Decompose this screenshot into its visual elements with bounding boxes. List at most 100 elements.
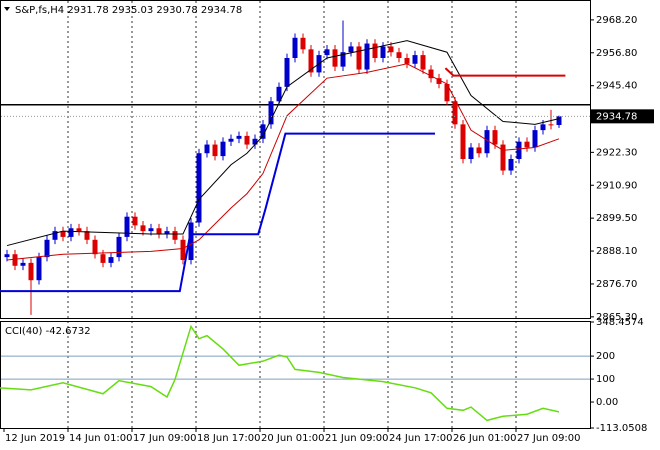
y-tick-label: 100 (596, 374, 615, 385)
candle-body (12, 254, 18, 266)
candle-body (156, 228, 162, 235)
cci-panel-frame (0, 321, 591, 429)
indicator-line (6, 40, 560, 247)
candle-body (428, 69, 434, 79)
candle-body (468, 147, 474, 159)
candle-body (484, 130, 490, 154)
candle-body (244, 135, 250, 145)
y-tick-label: 200 (596, 351, 615, 362)
candle-body (116, 236, 122, 258)
y-tick-label: 2956.80 (596, 48, 637, 59)
candle-body (252, 138, 258, 145)
indicator-line (0, 132, 435, 293)
current-price-box (590, 109, 654, 124)
candle-body (300, 37, 306, 50)
y-tick-label: 2876.70 (596, 279, 637, 290)
candle-body (372, 43, 378, 58)
y-tick-label: 2899.50 (596, 213, 637, 224)
candle-body (108, 257, 114, 263)
candle-body (196, 153, 202, 223)
candle-body (172, 231, 178, 240)
candle-body (220, 141, 226, 157)
candle-body (364, 43, 370, 70)
candle-body (388, 46, 394, 53)
candle-body (460, 124, 466, 159)
candle-body (228, 138, 234, 142)
time-label: 12 Jun 2019 (5, 433, 65, 444)
candle-body (332, 49, 338, 67)
indicator-line (6, 63, 560, 261)
candle-body (268, 101, 274, 125)
candle-body (404, 57, 410, 64)
candle-body (284, 57, 290, 87)
time-label: 27 Jun 09:00 (517, 433, 581, 444)
candle-body (532, 130, 538, 148)
time-label: 17 Jun 09:00 (133, 433, 197, 444)
chart-title: S&P,fs,H4 2931.78 2935.03 2930.78 2934.7… (15, 5, 242, 16)
y-tick-label: 2922.30 (596, 147, 637, 158)
candle-body (292, 37, 298, 58)
candle-body (340, 52, 346, 67)
candle-body (44, 239, 50, 258)
candle-body (52, 231, 58, 240)
candle-body (212, 144, 218, 157)
candle-body (60, 231, 66, 237)
time-label: 21 Jun 09:00 (325, 433, 389, 444)
candle-body (556, 116, 562, 125)
main-panel-frame (0, 0, 591, 319)
time-label: 18 Jun 17:00 (197, 433, 261, 444)
candle-body (260, 124, 266, 139)
y-tick-label: 2865.30 (596, 312, 637, 323)
candle-body (516, 141, 522, 159)
y-tick-label: 2945.40 (596, 81, 637, 92)
y-tick-label: 2968.20 (596, 15, 637, 26)
current-price-label: 2934.78 (596, 111, 637, 122)
time-label: 24 Jun 17:00 (389, 433, 453, 444)
candle-body (84, 231, 90, 240)
candle-body (124, 216, 130, 237)
candle-body (36, 257, 42, 281)
time-label: 26 Jun 01:00 (453, 433, 517, 444)
candle-body (188, 222, 194, 260)
candle-body (444, 83, 450, 102)
cci-title: CCI(40) -42.6732 (5, 326, 91, 337)
candle-body (524, 141, 530, 148)
menu-triangle[interactable] (4, 7, 10, 11)
candle-body (180, 239, 186, 260)
cci-line (0, 324, 560, 422)
candle-body (452, 101, 458, 125)
candle-body (204, 144, 210, 154)
candle-body (140, 225, 146, 232)
candle-body (76, 228, 82, 232)
candle-body (492, 130, 498, 145)
y-tick-label: 2910.90 (596, 180, 637, 191)
candle-body (4, 254, 10, 258)
candle-body (500, 144, 506, 171)
candle-body (132, 216, 138, 226)
candle-body (236, 135, 242, 139)
candle-body (356, 46, 362, 70)
candle-body (68, 228, 74, 237)
candle-body (308, 49, 314, 73)
candle-body (28, 262, 34, 281)
candle-body (164, 231, 170, 235)
candle-body (412, 55, 418, 64)
y-tick-label: 2888.10 (596, 246, 637, 257)
time-label: 14 Jun 01:00 (69, 433, 133, 444)
candle-body (396, 52, 402, 58)
y-tick-label: 0.00 (596, 397, 618, 408)
candle-body (348, 46, 354, 53)
candle-body (476, 147, 482, 154)
candle-body (20, 262, 26, 266)
candle-body (540, 124, 546, 131)
candle-body (380, 46, 386, 58)
candle-body (324, 49, 330, 56)
candle-body (420, 55, 426, 70)
time-label: 20 Jun 01:00 (261, 433, 325, 444)
y-tick-label: 348.4574 (596, 317, 644, 328)
candle-body (276, 86, 282, 102)
candle-body (148, 228, 154, 232)
candle-body (92, 239, 98, 255)
